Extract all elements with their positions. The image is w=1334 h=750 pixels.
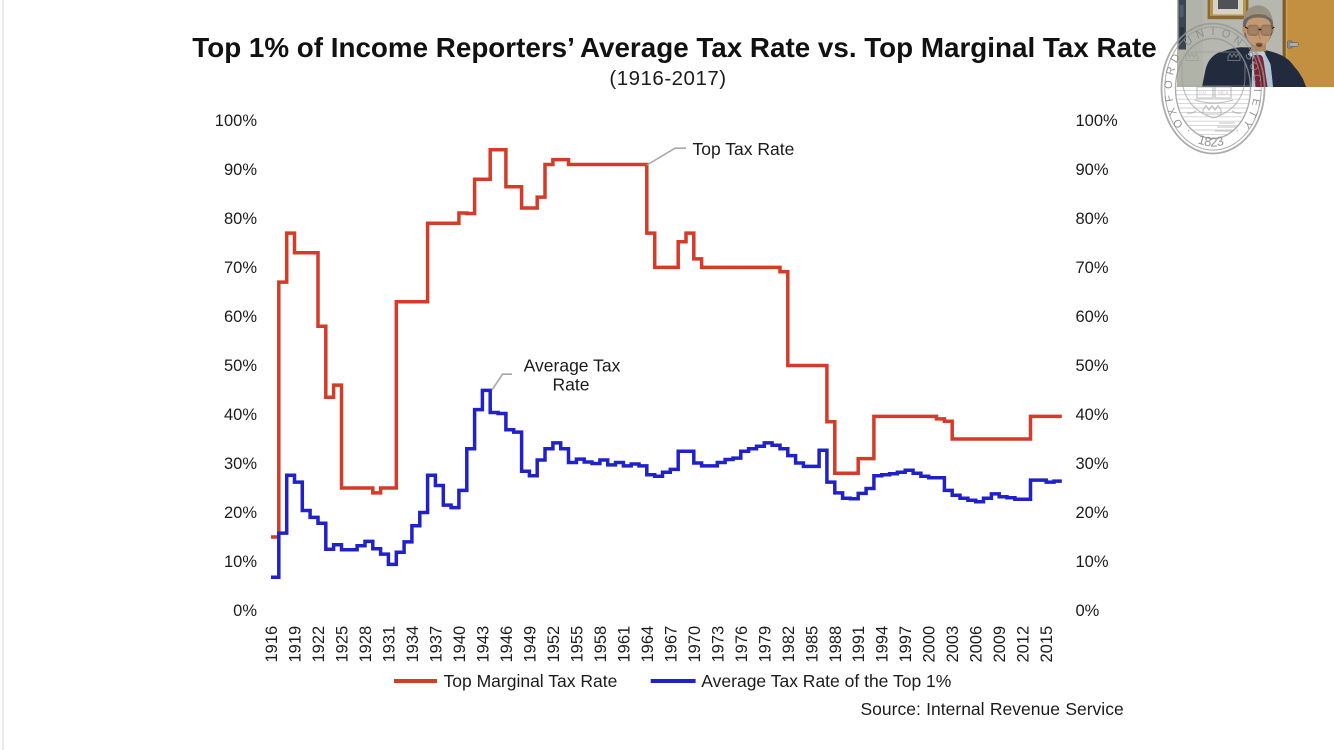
svg-text:100%: 100% [215, 112, 258, 130]
svg-text:30%: 30% [1076, 455, 1109, 473]
svg-text:1952: 1952 [545, 626, 563, 663]
svg-text:Source: Internal Revenue Servi: Source: Internal Revenue Service [861, 699, 1124, 719]
svg-text:10%: 10% [224, 553, 257, 571]
svg-text:ILV: ILV [1199, 91, 1207, 97]
svg-text:1925: 1925 [334, 626, 352, 663]
svg-text:1943: 1943 [474, 626, 492, 663]
svg-text:1961: 1961 [615, 626, 633, 663]
svg-text:3: 3 [1215, 133, 1225, 149]
svg-text:40%: 40% [224, 406, 257, 424]
svg-text:1958: 1958 [592, 626, 610, 663]
svg-text:Rate: Rate [553, 374, 590, 394]
svg-text:1937: 1937 [427, 626, 445, 663]
svg-text:E: E [1249, 97, 1262, 107]
svg-text:90%: 90% [224, 161, 257, 179]
svg-text:Top Marginal Tax Rate: Top Marginal Tax Rate [444, 671, 618, 691]
svg-text:40%: 40% [1076, 406, 1109, 424]
svg-text:30%: 30% [224, 455, 257, 473]
svg-text:Average Tax Rate of the Top 1%: Average Tax Rate of the Top 1% [701, 671, 951, 691]
svg-text:I: I [1251, 89, 1263, 92]
svg-text:8: 8 [1203, 134, 1212, 150]
svg-text:2009: 2009 [991, 626, 1009, 663]
svg-text:2012: 2012 [1015, 626, 1033, 663]
svg-text:1955: 1955 [568, 626, 586, 663]
svg-text:50%: 50% [224, 357, 257, 375]
svg-text:0%: 0% [1076, 602, 1100, 620]
svg-text:2003: 2003 [944, 626, 962, 663]
svg-text:80%: 80% [224, 210, 257, 228]
svg-text:Average Tax: Average Tax [524, 356, 621, 376]
svg-text:F: F [1163, 94, 1176, 103]
svg-text:60%: 60% [224, 308, 257, 326]
svg-text:2000: 2000 [921, 626, 939, 663]
svg-text:1967: 1967 [662, 626, 680, 663]
svg-text:90%: 90% [1076, 161, 1109, 179]
svg-text:80%: 80% [1076, 210, 1109, 228]
svg-text:I: I [1211, 26, 1214, 38]
svg-text:100%: 100% [1076, 112, 1119, 130]
svg-text:70%: 70% [1076, 259, 1109, 277]
svg-text:1931: 1931 [380, 626, 398, 663]
svg-text:1934: 1934 [404, 626, 422, 663]
svg-text:70%: 70% [224, 259, 257, 277]
svg-text:1: 1 [1196, 132, 1207, 148]
svg-text:1994: 1994 [874, 626, 892, 663]
svg-text:1973: 1973 [709, 626, 727, 663]
svg-text:MEA: MEA [1218, 91, 1230, 97]
svg-text:1928: 1928 [357, 626, 375, 663]
svg-text:1949: 1949 [521, 626, 539, 663]
svg-text:1946: 1946 [498, 626, 516, 663]
svg-text:0%: 0% [233, 602, 257, 620]
svg-text:1979: 1979 [756, 626, 774, 663]
svg-text:O: O [1220, 27, 1232, 41]
svg-text:(1916-2017): (1916-2017) [609, 67, 726, 90]
svg-text:20%: 20% [1076, 504, 1109, 522]
svg-text:1976: 1976 [733, 626, 751, 663]
svg-text:·: · [1184, 125, 1193, 136]
svg-text:R: R [1164, 65, 1178, 76]
svg-text:1985: 1985 [803, 626, 821, 663]
svg-text:Top Tax Rate: Top Tax Rate [693, 139, 795, 159]
svg-text:1964: 1964 [639, 626, 657, 663]
svg-text:O: O [1163, 79, 1176, 89]
svg-text:1997: 1997 [897, 626, 915, 663]
svg-text:1991: 1991 [850, 626, 868, 663]
svg-text:1988: 1988 [827, 626, 845, 663]
svg-text:N: N [1195, 28, 1206, 42]
svg-text:1922: 1922 [310, 626, 328, 663]
svg-text:2: 2 [1210, 134, 1217, 149]
svg-text:10%: 10% [1076, 553, 1109, 571]
svg-text:T: T [1245, 108, 1259, 120]
svg-text:2015: 2015 [1038, 626, 1056, 663]
svg-text:2006: 2006 [968, 626, 986, 663]
svg-text:20%: 20% [224, 504, 257, 522]
svg-text:1982: 1982 [780, 626, 798, 663]
svg-text:1940: 1940 [451, 626, 469, 663]
svg-text:1970: 1970 [686, 626, 704, 663]
svg-text:C: C [1250, 73, 1263, 83]
svg-text:50%: 50% [1076, 357, 1109, 375]
svg-text:Top 1% of Income Reporters’ Av: Top 1% of Income Reporters’ Average Tax … [192, 32, 1156, 63]
svg-text:60%: 60% [1076, 308, 1109, 326]
svg-text:1916: 1916 [263, 626, 281, 663]
svg-text:·: · [1233, 125, 1242, 136]
svg-text:1919: 1919 [287, 626, 305, 663]
